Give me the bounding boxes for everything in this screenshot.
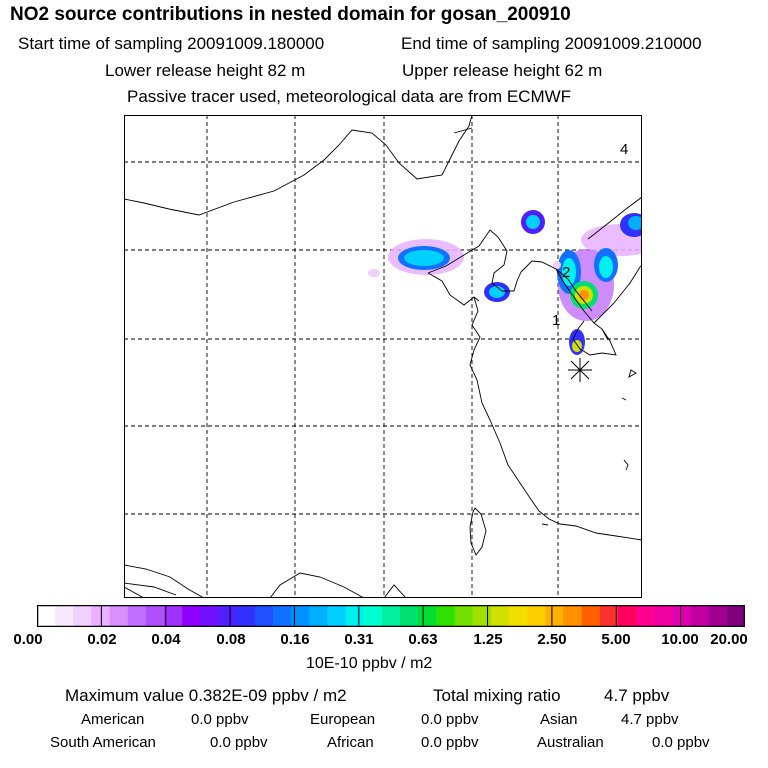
colorbar-segment: [581, 605, 601, 627]
colorbar-unit: 10E-10 ppbv / m2: [306, 655, 433, 672]
colorbar-tick: 0.16: [280, 631, 310, 648]
total-mixing-ratio: Total mixing ratio 4.7 ppbv: [433, 686, 669, 706]
region-african-name: African: [327, 734, 374, 751]
region-australian-value: 0.0 ppbv: [652, 734, 710, 751]
colorbar-segment: [164, 605, 183, 627]
colorbar-border: [37, 605, 745, 627]
colorbar-segment: [690, 605, 710, 627]
colorbar-tick: 20.00: [710, 631, 748, 648]
map-label-2: 2: [562, 264, 570, 281]
coastlines: [124, 115, 642, 598]
region-european-name: European: [310, 711, 376, 728]
colorbar-segment: [345, 605, 365, 627]
colorbar-tick: 0.02: [87, 631, 117, 648]
colorbar-segment: [218, 605, 238, 627]
tracer-note: Passive tracer used, meteorological data…: [127, 87, 572, 106]
colorbar-tick: 0.31: [344, 631, 374, 648]
region-asian-name: Asian: [540, 711, 578, 728]
asterisk-icon: [568, 358, 592, 382]
colorbar-tick: 0.00: [13, 631, 43, 648]
colorbar-tick: 1.25: [473, 631, 503, 648]
region-american-name: American: [81, 711, 145, 728]
region-african-value: 0.0 ppbv: [421, 734, 479, 751]
colorbar-tick: 10.00: [661, 631, 699, 648]
lower-release-label: Lower release height 82 m: [105, 61, 306, 80]
colorbar-tick: 5.00: [601, 631, 631, 648]
region-australian-name: Australian: [537, 734, 604, 751]
colorbar-segment: [672, 605, 692, 627]
total-mixing-ratio-label: Total mixing ratio: [433, 686, 561, 705]
plume-korea: [553, 213, 642, 355]
colorbar-segment: [726, 605, 745, 627]
plume-north: [521, 210, 545, 234]
colorbar-segment: [400, 605, 419, 627]
map-label-4: 4: [620, 141, 628, 158]
colorbar-segment: [599, 605, 619, 627]
colorbar-segment: [309, 605, 329, 627]
map-label-1: 1: [552, 312, 560, 329]
colorbar-segment: [636, 605, 655, 627]
colorbar-tick: 0.08: [216, 631, 246, 648]
colorbar-segment: [109, 605, 129, 627]
colorbar-segment: [327, 605, 347, 627]
region-american-value: 0.0 ppbv: [191, 711, 249, 728]
colorbar-segment: [182, 605, 201, 627]
region-south-american-value: 0.0 ppbv: [210, 734, 268, 751]
colorbar-segment: [708, 605, 728, 627]
colorbar-segment: [454, 605, 474, 627]
colorbar-tick: 2.50: [537, 631, 567, 648]
end-time-label: End time of sampling 20091009.210000: [401, 34, 702, 53]
colorbar-segment: [545, 605, 565, 627]
colorbar-segment: [472, 605, 492, 627]
colorbar-segment: [145, 605, 165, 627]
colorbar-segment: [291, 605, 310, 627]
concentration-map: 1 2 4: [124, 115, 642, 598]
colorbar-segment: [617, 605, 637, 627]
colorbar-segment: [273, 605, 292, 627]
total-mixing-ratio-value: 4.7 ppbv: [604, 686, 670, 705]
colorbar-segment: [254, 605, 274, 627]
colorbar-segment: [127, 605, 147, 627]
region-european-value: 0.0 ppbv: [421, 711, 479, 728]
colorbar-segment: [509, 605, 528, 627]
colorbar-segment: [363, 605, 383, 627]
colorbar-segment: [91, 605, 111, 627]
region-south-american-name: South American: [50, 734, 156, 751]
colorbar-segment: [236, 605, 256, 627]
colorbar-segment: [55, 605, 74, 627]
colorbar-segment: [654, 605, 673, 627]
colorbar-segment: [436, 605, 456, 627]
colorbar-segment: [527, 605, 546, 627]
colorbar-segment: [381, 605, 401, 627]
colorbar-segment: [37, 605, 56, 627]
colorbar-segment: [563, 605, 583, 627]
plot-title: NO2 source contributions in nested domai…: [10, 4, 571, 25]
colorbar: [37, 605, 745, 627]
colorbar-tick: 0.04: [151, 631, 181, 648]
upper-release-label: Upper release height 62 m: [402, 61, 603, 80]
colorbar-segment: [73, 605, 93, 627]
colorbar-segment: [490, 605, 510, 627]
region-asian-value: 4.7 ppbv: [621, 711, 679, 728]
start-time-label: Start time of sampling 20091009.180000: [18, 34, 325, 53]
colorbar-tick: 0.63: [408, 631, 438, 648]
gridlines: [124, 115, 642, 598]
colorbar-segment: [200, 605, 220, 627]
colorbar-segment: [418, 605, 437, 627]
plume-bay: [484, 282, 510, 302]
maximum-value-label: Maximum value 0.382E-09 ppbv / m2: [65, 686, 347, 705]
